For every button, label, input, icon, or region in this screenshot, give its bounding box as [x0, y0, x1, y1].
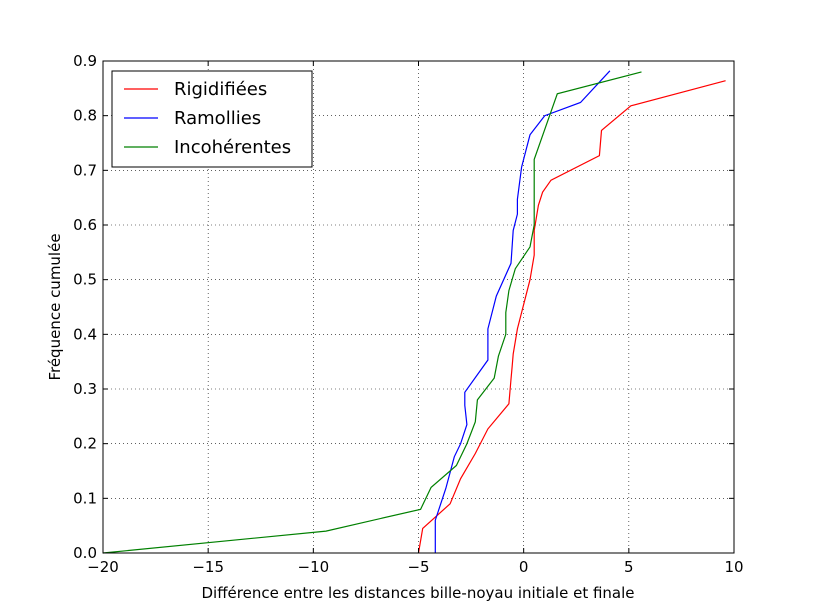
x-tick-label: −15 — [192, 558, 224, 576]
y-tick-label: 0.6 — [73, 216, 97, 234]
x-tick-label: −10 — [298, 558, 330, 576]
y-tick-label: 0.2 — [73, 435, 97, 453]
x-tick-label: 5 — [624, 558, 634, 576]
legend-label: Rigidifiées — [174, 79, 267, 100]
y-tick-label: 0.9 — [73, 52, 97, 70]
y-axis-title: Fréquence cumulée — [46, 233, 64, 380]
y-tick-label: 0.8 — [73, 107, 97, 125]
y-tick-label: 0.7 — [73, 161, 97, 179]
y-tick-label: 0.0 — [73, 544, 97, 562]
x-tick-label: 10 — [724, 558, 743, 576]
series-line — [434, 70, 611, 553]
ticks: −20 −15 −10 −5 0 5 10 0.0 0.1 0.2 0.3 0.4 0.5 0.6 0.7 0… — [73, 52, 743, 576]
x-tick-label: −5 — [407, 558, 429, 576]
y-tick-label: 0.3 — [73, 380, 97, 398]
legend-label: Ramollies — [174, 108, 261, 129]
legend-label: Incohérentes — [174, 137, 291, 158]
x-tick-label: −20 — [87, 558, 119, 576]
x-tick-label: 0 — [519, 558, 529, 576]
y-tick-label: 0.4 — [73, 325, 97, 343]
y-tick-label: 0.1 — [73, 489, 97, 507]
legend-box — [111, 70, 313, 168]
x-axis-title: Différence entre les distances bille-noy… — [201, 584, 634, 602]
y-tick-label: 0.5 — [73, 271, 97, 289]
legend: Rigidifiées Ramollies Incohérentes — [111, 70, 313, 168]
series-line — [102, 71, 642, 554]
series-lines — [102, 70, 726, 554]
series-line — [417, 80, 726, 554]
